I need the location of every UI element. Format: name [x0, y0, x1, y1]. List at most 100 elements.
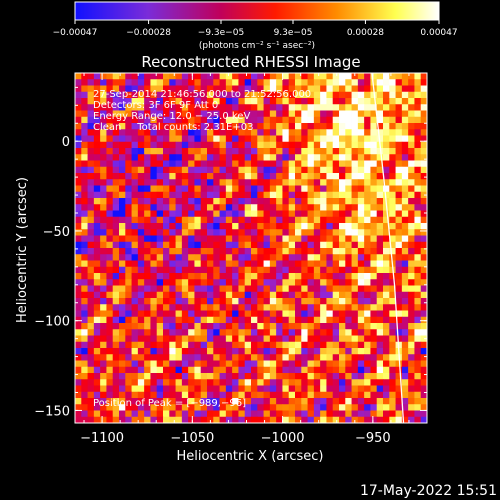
heatmap-cell [376, 341, 384, 349]
heatmap-cell [420, 323, 427, 330]
heatmap-cell [257, 266, 264, 274]
heatmap-cell [401, 185, 409, 193]
heatmap-cell [188, 291, 195, 299]
heatmap-cell [232, 279, 239, 286]
heatmap-cell [263, 254, 271, 261]
heatmap-cell [87, 323, 95, 330]
heatmap-cell [408, 385, 415, 393]
heatmap-cell [269, 79, 277, 86]
heatmap-cell [75, 166, 82, 174]
heatmap-cell [200, 179, 208, 186]
heatmap-cell [288, 173, 296, 180]
heatmap-cell [326, 116, 334, 124]
heatmap-cell [225, 273, 233, 280]
heatmap-cell [263, 98, 271, 105]
heatmap-cell [389, 404, 396, 411]
heatmap-cell [370, 279, 378, 286]
heatmap-cell [269, 148, 277, 155]
heatmap-cell [269, 254, 277, 261]
heatmap-cell [207, 304, 214, 311]
heatmap-cell [207, 298, 214, 305]
heatmap-cell [125, 366, 132, 374]
heatmap-cell [244, 73, 252, 80]
heatmap-cell [320, 385, 327, 393]
heatmap-cell [137, 335, 145, 343]
heatmap-cell [188, 385, 195, 393]
heatmap-cell [257, 173, 264, 180]
heatmap-cell [401, 310, 409, 318]
heatmap-cell [414, 354, 422, 361]
heatmap-cell [175, 229, 183, 236]
heatmap-cell [345, 298, 352, 305]
heatmap-cell [131, 98, 139, 105]
colorbar-tick-label: −9.3e−05 [198, 28, 244, 38]
heatmap-cell [276, 154, 283, 161]
heatmap-cell [263, 279, 271, 286]
heatmap-cell [163, 404, 170, 411]
heatmap-cell [150, 416, 158, 423]
heatmap-cell [244, 204, 252, 211]
heatmap-cell [194, 391, 202, 399]
heatmap-cell [194, 354, 202, 361]
heatmap-cell [112, 373, 120, 380]
heatmap-cell [75, 379, 82, 386]
heatmap-cell [389, 391, 396, 399]
heatmap-cell [351, 191, 359, 199]
heatmap-cell [244, 216, 252, 224]
heatmap-cell [81, 291, 88, 299]
heatmap-cell [169, 166, 176, 174]
heatmap-cell [313, 179, 321, 186]
heatmap-cell [238, 316, 246, 324]
heatmap-cell [339, 316, 346, 324]
heatmap-cell [244, 173, 252, 180]
heatmap-cell [244, 348, 252, 355]
heatmap-cell [81, 241, 88, 249]
heatmap-cell [125, 404, 132, 411]
heatmap-cell [301, 404, 308, 411]
heatmap-cell [257, 323, 264, 330]
heatmap-cell [370, 354, 378, 361]
heatmap-cell [213, 391, 220, 399]
heatmap-cell [106, 223, 114, 230]
heatmap-cell [345, 85, 352, 93]
heatmap-cell [383, 404, 390, 411]
heatmap-cell [93, 391, 101, 399]
heatmap-cell [420, 229, 427, 236]
heatmap-cell [251, 160, 258, 168]
heatmap-cell [295, 223, 302, 230]
heatmap-cell [276, 298, 283, 305]
heatmap-cell [112, 179, 120, 186]
heatmap-cell [156, 373, 164, 380]
heatmap-cell [288, 110, 296, 118]
heatmap-cell [276, 316, 283, 324]
heatmap-cell [213, 385, 220, 393]
heatmap-cell [87, 185, 95, 193]
heatmap-cell [301, 73, 308, 80]
heatmap-cell [106, 335, 114, 343]
heatmap-cell [244, 360, 252, 368]
heatmap-cell [320, 304, 327, 311]
heatmap-cell [175, 348, 183, 355]
heatmap-cell [100, 229, 107, 236]
heatmap-cell [175, 85, 183, 93]
heatmap-cell [131, 229, 139, 236]
heatmap-cell [75, 360, 82, 368]
heatmap-cell [357, 116, 365, 124]
heatmap-cell [93, 279, 101, 286]
heatmap-cell [370, 229, 378, 236]
heatmap-cell [232, 373, 239, 380]
heatmap-cell [244, 141, 252, 149]
heatmap-cell [156, 379, 164, 386]
heatmap-cell [106, 379, 114, 386]
heatmap-cell [370, 104, 378, 111]
heatmap-cell [106, 204, 114, 211]
heatmap-cell [395, 391, 403, 399]
heatmap-cell [169, 154, 176, 161]
heatmap-cell [313, 210, 321, 218]
heatmap-cell [219, 341, 227, 349]
heatmap-cell [200, 241, 208, 249]
heatmap-cell [295, 373, 302, 380]
heatmap-cell [370, 379, 378, 386]
heatmap-cell [207, 154, 214, 161]
heatmap-cell [100, 204, 107, 211]
